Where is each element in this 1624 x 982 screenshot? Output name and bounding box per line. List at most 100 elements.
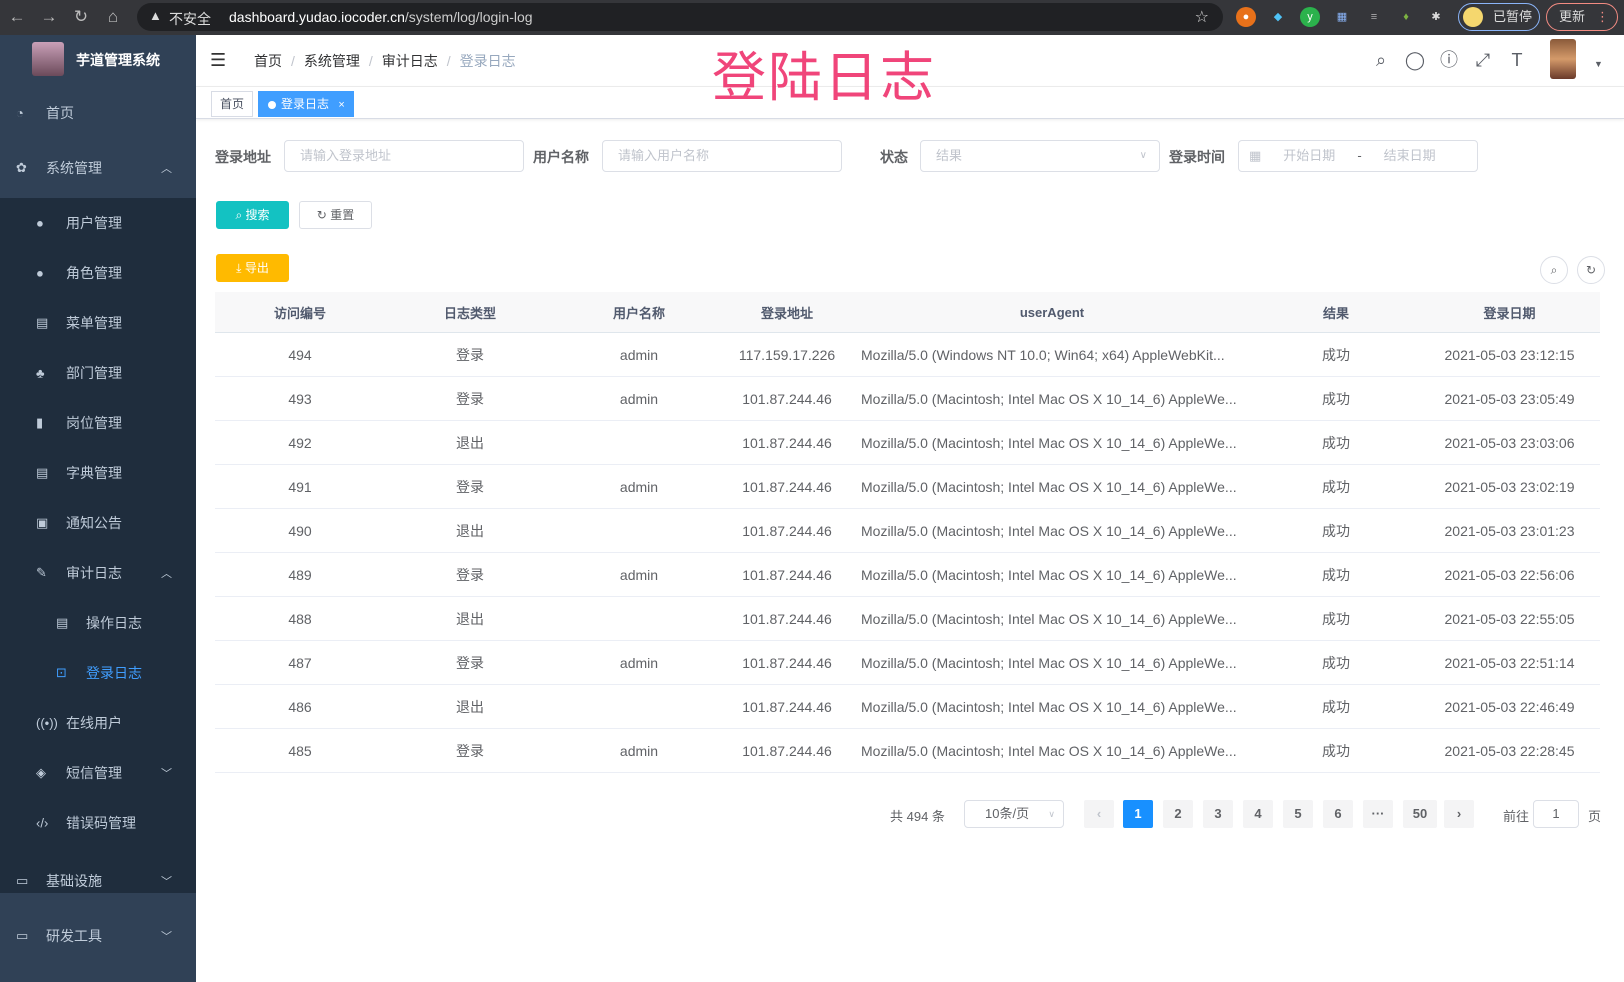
extension-icon[interactable]: ▦: [1336, 11, 1348, 23]
sidebar-item-label: 用户管理: [66, 215, 122, 231]
reset-label: 重置: [330, 208, 355, 222]
table-row[interactable]: 492 退出 101.87.244.46 Mozilla/5.0 (Macintosh…: [215, 421, 1600, 465]
sidebar-item[interactable]: ◔ 首页: [0, 87, 196, 139]
search-icon[interactable]: ⌕: [1375, 50, 1387, 70]
status-label: 状态: [880, 149, 908, 165]
breadcrumb-item: 登录日志: [459, 53, 516, 69]
chevron-up-icon: ︿: [161, 163, 172, 175]
reload-icon[interactable]: ↻: [73, 7, 89, 26]
page-button[interactable]: 3: [1203, 800, 1233, 828]
page-size-select[interactable]: 10条/页 ∨: [964, 800, 1064, 828]
status-select[interactable]: 结果 ∨: [920, 140, 1160, 172]
table-cell: 2021-05-03 23:05:49: [1444, 390, 1575, 407]
extension-icon[interactable]: ≡: [1370, 11, 1378, 23]
table-cell: 2021-05-03 22:55:05: [1444, 610, 1575, 627]
sidebar-item-label: 菜单管理: [66, 315, 122, 331]
sidebar-item-label: 审计日志: [66, 565, 122, 581]
table-row[interactable]: 489 登录 admin 101.87.244.46 Mozilla/5.0 (Maci…: [215, 553, 1600, 597]
refresh-button[interactable]: ↻: [1577, 256, 1605, 284]
logo[interactable]: 芋道管理系统: [0, 35, 196, 87]
tag-login-log[interactable]: 登录日志 ×: [258, 91, 354, 117]
sidebar-item[interactable]: ▭ 基础设施 ﹀: [0, 855, 196, 907]
page-button[interactable]: 1: [1123, 800, 1153, 828]
home-icon[interactable]: ⌂: [107, 7, 119, 26]
chevron-up-icon: ︿: [161, 568, 172, 580]
avatar[interactable]: [1550, 39, 1576, 79]
goto-page-input[interactable]: 1: [1533, 800, 1579, 828]
search-button[interactable]: ⌕ 搜索: [216, 201, 289, 229]
breadcrumb-item[interactable]: 首页: [254, 53, 282, 69]
close-icon[interactable]: ×: [338, 99, 345, 111]
sidebar-item[interactable]: ⊡ 登录日志: [0, 648, 196, 698]
table-row[interactable]: 487 登录 admin 101.87.244.46 Mozilla/5.0 (Maci…: [215, 641, 1600, 685]
table-row[interactable]: 493 登录 admin 101.87.244.46 Mozilla/5.0 (Maci…: [215, 377, 1600, 421]
page-button[interactable]: 6: [1323, 800, 1353, 828]
bookmark-star-icon[interactable]: ☆: [1194, 9, 1209, 26]
page-button[interactable]: 2: [1163, 800, 1193, 828]
sidebar-item[interactable]: ▤ 字典管理: [0, 448, 196, 498]
help-icon[interactable]: ⓘ: [1440, 50, 1458, 70]
reset-button[interactable]: ↻ 重置: [299, 201, 372, 229]
extension-icon[interactable]: ●: [1236, 7, 1256, 27]
sidebar-item[interactable]: ▤ 菜单管理: [0, 298, 196, 348]
end-date[interactable]: 结束日期: [1383, 148, 1436, 163]
navbar: ☰ 首页 / 系统管理 / 审计日志 / 登录日志 登陆日志 ⌕ ◯ ⓘ ⤢ T ▼: [196, 35, 1624, 108]
table-row[interactable]: 488 退出 101.87.244.46 Mozilla/5.0 (Macintosh…: [215, 597, 1600, 641]
sidebar-item[interactable]: ✿ 系统管理 ︿: [0, 142, 196, 194]
sidebar-item[interactable]: ‹/› 错误码管理: [0, 798, 196, 848]
update-button[interactable]: 更新 ⋮: [1546, 3, 1618, 31]
fullscreen-icon[interactable]: ⤢: [1475, 50, 1491, 70]
sidebar-item[interactable]: ▤ 操作日志: [0, 598, 196, 648]
page-button[interactable]: 4: [1243, 800, 1273, 828]
sidebar-item[interactable]: ● 用户管理: [0, 198, 196, 248]
table-row[interactable]: 491 登录 admin 101.87.244.46 Mozilla/5.0 (Maci…: [215, 465, 1600, 509]
column-header: 日志类型: [443, 305, 496, 321]
extension-icon[interactable]: ♦: [1403, 11, 1409, 23]
username-input[interactable]: 请输入用户名称: [602, 140, 842, 172]
breadcrumb-item[interactable]: 审计日志: [381, 53, 438, 69]
table-cell: Mozilla/5.0 (Macintosh; Intel Mac OS X 1…: [861, 742, 1237, 759]
hamburger-icon[interactable]: ☰: [210, 50, 227, 70]
tag-home[interactable]: 首页: [211, 91, 254, 117]
extension-icon[interactable]: ◆: [1273, 11, 1283, 23]
start-date[interactable]: 开始日期: [1283, 148, 1336, 163]
profile-button[interactable]: 已暂停: [1458, 3, 1540, 31]
sidebar-item[interactable]: ((•)) 在线用户: [0, 698, 196, 748]
font-size-icon[interactable]: T: [1511, 50, 1523, 70]
back-icon[interactable]: ←: [8, 7, 26, 26]
address-input[interactable]: 请输入登录地址: [284, 140, 524, 172]
table-row[interactable]: 486 退出 101.87.244.46 Mozilla/5.0 (Macintosh…: [215, 685, 1600, 729]
caret-down-icon[interactable]: ▼: [1594, 59, 1603, 69]
sidebar-item[interactable]: ▣ 通知公告: [0, 498, 196, 548]
search-label: 搜索: [245, 208, 270, 222]
export-button[interactable]: ⤓ 导出: [216, 254, 289, 282]
sidebar-item[interactable]: ◈ 短信管理 ﹀: [0, 748, 196, 798]
toggle-search-button[interactable]: ⌕: [1540, 256, 1568, 284]
forward-icon[interactable]: →: [40, 7, 58, 26]
sidebar-item[interactable]: ● 角色管理: [0, 248, 196, 298]
address-bar[interactable]: ▲ 不安全 dashboard.yudao.iocoder.cn/system/…: [137, 3, 1223, 31]
page-button[interactable]: 5: [1283, 800, 1313, 828]
sidebar-item[interactable]: ♣ 部门管理: [0, 348, 196, 398]
page-button[interactable]: 50: [1403, 800, 1437, 828]
table-cell: 成功: [1322, 346, 1350, 363]
extension-icon[interactable]: y: [1300, 7, 1320, 27]
puzzle-icon[interactable]: ✱: [1431, 11, 1441, 23]
sidebar-item[interactable]: ▭ 研发工具 ﹀: [0, 910, 196, 962]
sidebar-item-label: 短信管理: [66, 765, 122, 781]
table-row[interactable]: 485 登录 admin 101.87.244.46 Mozilla/5.0 (Maci…: [215, 729, 1600, 773]
sidebar-item[interactable]: ▮ 岗位管理: [0, 398, 196, 448]
table-row[interactable]: 490 退出 101.87.244.46 Mozilla/5.0 (Macintosh…: [215, 509, 1600, 553]
table-row[interactable]: 494 登录 admin 117.159.17.226 Mozilla/5.0 (Win…: [215, 333, 1600, 377]
next-page-button[interactable]: ›: [1444, 800, 1474, 828]
sidebar-item[interactable]: ✎ 审计日志 ︿: [0, 548, 196, 598]
github-icon[interactable]: ◯: [1404, 50, 1426, 70]
prev-page-button[interactable]: ‹: [1084, 800, 1114, 828]
download-icon: ⤓: [236, 261, 245, 275]
table-cell: 成功: [1322, 566, 1350, 583]
sidebar-item-label: 部门管理: [66, 365, 122, 381]
date-range-picker[interactable]: ▦ 开始日期 - 结束日期: [1238, 140, 1478, 172]
table-cell: Mozilla/5.0 (Macintosh; Intel Mac OS X 1…: [861, 390, 1237, 407]
page-button[interactable]: ···: [1363, 800, 1393, 828]
breadcrumb-item[interactable]: 系统管理: [303, 53, 360, 69]
